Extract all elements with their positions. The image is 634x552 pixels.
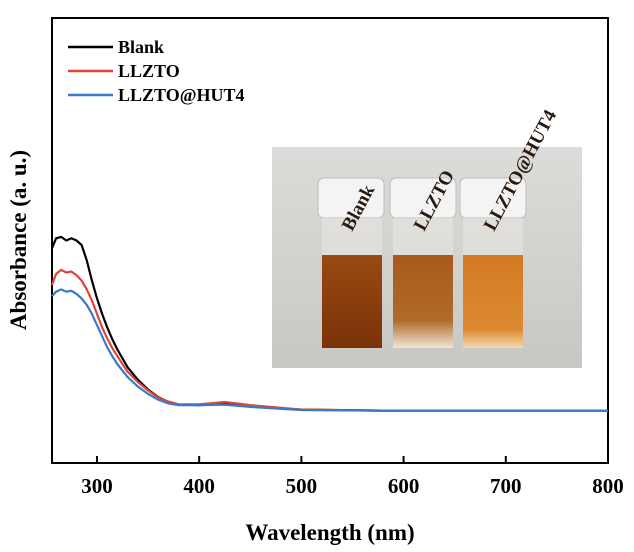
legend-label: Blank: [118, 37, 164, 57]
y-axis-title: Absorbance (a. u.): [6, 150, 31, 330]
x-tick-label: 800: [592, 474, 624, 498]
inset-photo: [272, 147, 582, 368]
x-tick-label: 700: [490, 474, 522, 498]
chart: Wavelength (nm) Absorbance (a. u.) 300 40…: [0, 0, 634, 552]
legend-label: LLZTO: [118, 61, 180, 81]
x-tick-label: 400: [183, 474, 215, 498]
x-tick-label: 600: [388, 474, 420, 498]
legend-label: LLZTO@HUT4: [118, 85, 244, 105]
x-tick-label: 500: [286, 474, 318, 498]
x-tick-label: 300: [81, 474, 113, 498]
x-axis-title: Wavelength (nm): [245, 520, 414, 545]
